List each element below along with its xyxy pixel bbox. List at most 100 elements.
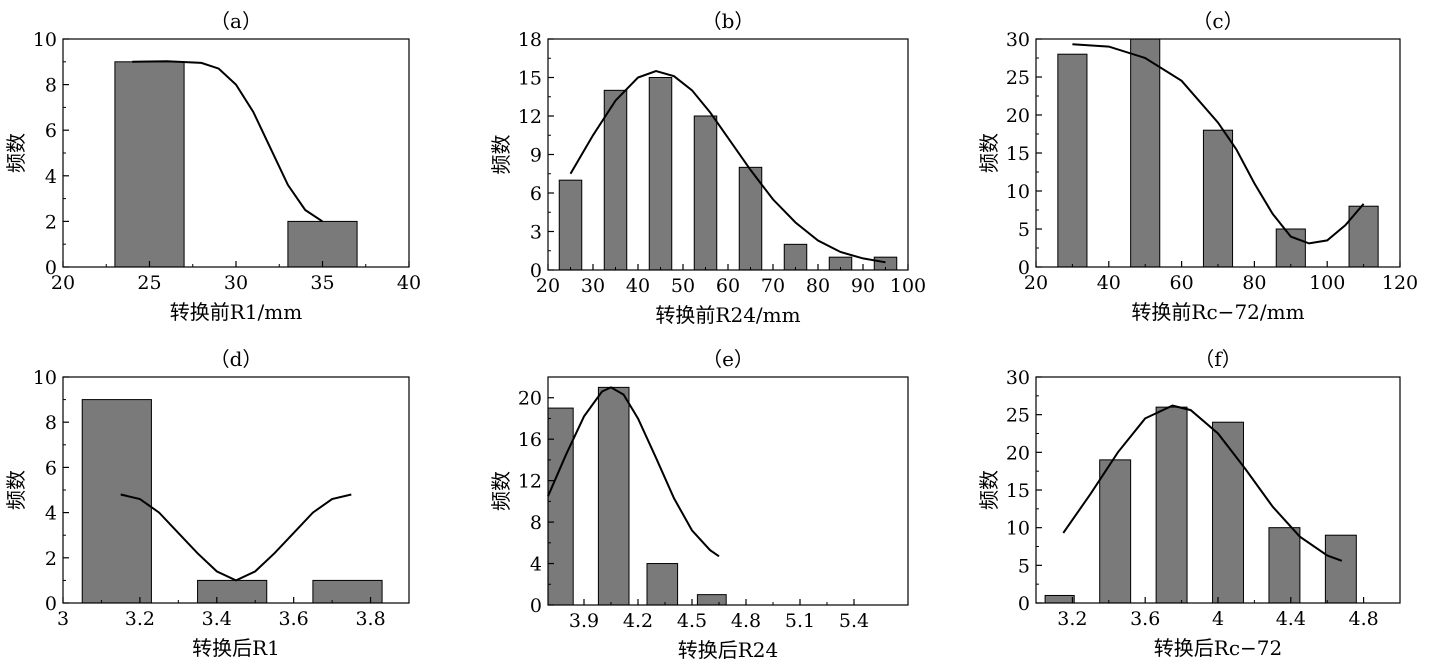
histogram-bar bbox=[312, 579, 383, 604]
y-axis-label: 频数 bbox=[489, 135, 513, 175]
x-axis-label: 转换前R24/mm bbox=[655, 303, 800, 327]
y-tick-label: 25 bbox=[1006, 67, 1030, 89]
fitted-curve bbox=[132, 60, 324, 223]
y-tick-label: 12 bbox=[518, 106, 542, 128]
x-axis-label: 转换后R24 bbox=[678, 638, 779, 662]
x-tick-label: 70 bbox=[761, 275, 785, 297]
x-tick-label: 100 bbox=[890, 275, 926, 297]
y-tick-label: 16 bbox=[518, 429, 542, 451]
x-tick-label: 30 bbox=[224, 272, 248, 294]
y-tick-label: 30 bbox=[1006, 29, 1030, 51]
y-tick-label: 0 bbox=[530, 260, 542, 282]
x-tick-label: 90 bbox=[851, 275, 875, 297]
x-tick-label: 100 bbox=[1309, 272, 1345, 294]
histogram-bar bbox=[547, 407, 574, 606]
y-axis-label: 频数 bbox=[977, 470, 1001, 510]
histogram-bar bbox=[1044, 594, 1075, 604]
fitted-curve bbox=[1072, 43, 1365, 245]
y-tick-label: 5 bbox=[1018, 219, 1030, 241]
x-tick-label: 50 bbox=[671, 275, 695, 297]
panel-3: 20 40 60 80 100 120 0 5 10 15 20 25 30 （c） 频数转换前Rc−72/… bbox=[977, 9, 1418, 324]
histogram-bar bbox=[1324, 534, 1357, 604]
x-tick-label: 3.6 bbox=[279, 608, 309, 630]
x-tick-label: 30 bbox=[581, 275, 605, 297]
y-tick-label: 4 bbox=[45, 166, 57, 188]
y-tick-label: 0 bbox=[1018, 257, 1030, 279]
y-tick-label: 4 bbox=[45, 503, 57, 525]
histogram-bar bbox=[597, 386, 630, 606]
histogram-bar bbox=[738, 166, 763, 271]
x-tick-label: 20 bbox=[1024, 272, 1048, 294]
y-axis-label: 频数 bbox=[4, 133, 28, 173]
histogram-bar bbox=[783, 243, 808, 271]
y-tick-label: 3 bbox=[530, 222, 542, 244]
y-tick-label: 6 bbox=[530, 183, 542, 205]
x-axis-label: 转换前Rc−72/mm bbox=[1131, 300, 1304, 324]
histogram-bar bbox=[1275, 228, 1306, 268]
x-axis-label: 转换后Rc−72 bbox=[1154, 636, 1282, 660]
x-tick-label: 60 bbox=[1170, 272, 1194, 294]
x-axis-label: 转换前R1/mm bbox=[170, 300, 302, 324]
fitted-curve bbox=[547, 386, 720, 558]
x-tick-label: 4 bbox=[1212, 608, 1224, 630]
y-tick-label: 6 bbox=[45, 120, 57, 142]
histogram-bar bbox=[558, 179, 583, 271]
y-tick-label: 0 bbox=[530, 595, 542, 617]
histogram-bar bbox=[114, 61, 185, 268]
histogram-bar bbox=[693, 115, 718, 271]
y-tick-label: 20 bbox=[1006, 442, 1030, 464]
x-tick-label: 40 bbox=[397, 272, 421, 294]
x-tick-label: 80 bbox=[1242, 272, 1266, 294]
panel-2: 20 30 40 50 60 70 80 90 100 0 3 6 9 12 15 18 （b） 频数转换前R24… bbox=[489, 9, 926, 327]
x-tick-label: 3.4 bbox=[202, 608, 232, 630]
x-tick-label: 3 bbox=[57, 608, 69, 630]
histogram-bar bbox=[1155, 406, 1188, 604]
x-tick-label: 5.4 bbox=[839, 610, 869, 632]
x-tick-label: 3.6 bbox=[1130, 608, 1160, 630]
y-tick-label: 15 bbox=[518, 68, 542, 90]
x-tick-label: 3.9 bbox=[569, 610, 599, 632]
fitted-curve bbox=[120, 493, 352, 582]
histogram-bar bbox=[1057, 53, 1088, 268]
histogram-bar bbox=[646, 563, 679, 606]
histogram-bar bbox=[603, 89, 628, 271]
y-tick-label: 6 bbox=[45, 457, 57, 479]
x-tick-label: 20 bbox=[536, 275, 560, 297]
y-tick-label: 10 bbox=[33, 367, 57, 389]
x-tick-label: 4.8 bbox=[1348, 608, 1378, 630]
y-tick-label: 12 bbox=[518, 471, 542, 493]
y-tick-label: 0 bbox=[45, 257, 57, 279]
panel-title: （b） bbox=[702, 9, 755, 33]
y-tick-label: 18 bbox=[518, 29, 542, 51]
x-tick-label: 3.2 bbox=[1057, 608, 1087, 630]
x-axis-label: 转换后R1 bbox=[192, 636, 280, 660]
histogram-bar bbox=[1268, 527, 1301, 604]
x-tick-label: 40 bbox=[1097, 272, 1121, 294]
y-tick-label: 8 bbox=[45, 412, 57, 434]
x-tick-label: 60 bbox=[716, 275, 740, 297]
y-tick-label: 15 bbox=[1006, 480, 1030, 502]
histogram-bar bbox=[1099, 459, 1132, 604]
panel-title: （d） bbox=[210, 347, 263, 371]
y-tick-label: 30 bbox=[1006, 367, 1030, 389]
y-tick-label: 10 bbox=[33, 29, 57, 51]
x-tick-label: 4.2 bbox=[623, 610, 653, 632]
x-tick-label: 80 bbox=[806, 275, 830, 297]
y-tick-label: 20 bbox=[518, 388, 542, 410]
histogram-bar bbox=[81, 399, 152, 604]
x-tick-label: 4.4 bbox=[1276, 608, 1306, 630]
x-tick-label: 35 bbox=[310, 272, 334, 294]
histogram-bar bbox=[1212, 421, 1244, 604]
y-tick-label: 8 bbox=[530, 512, 542, 534]
y-axis-label: 频数 bbox=[4, 470, 28, 510]
x-tick-label: 3.8 bbox=[355, 608, 385, 630]
panel-title: （f） bbox=[1194, 347, 1241, 371]
x-tick-label: 5.1 bbox=[785, 610, 815, 632]
y-tick-label: 9 bbox=[530, 145, 542, 167]
panel-title: （e） bbox=[702, 347, 754, 371]
y-tick-label: 10 bbox=[1006, 518, 1030, 540]
